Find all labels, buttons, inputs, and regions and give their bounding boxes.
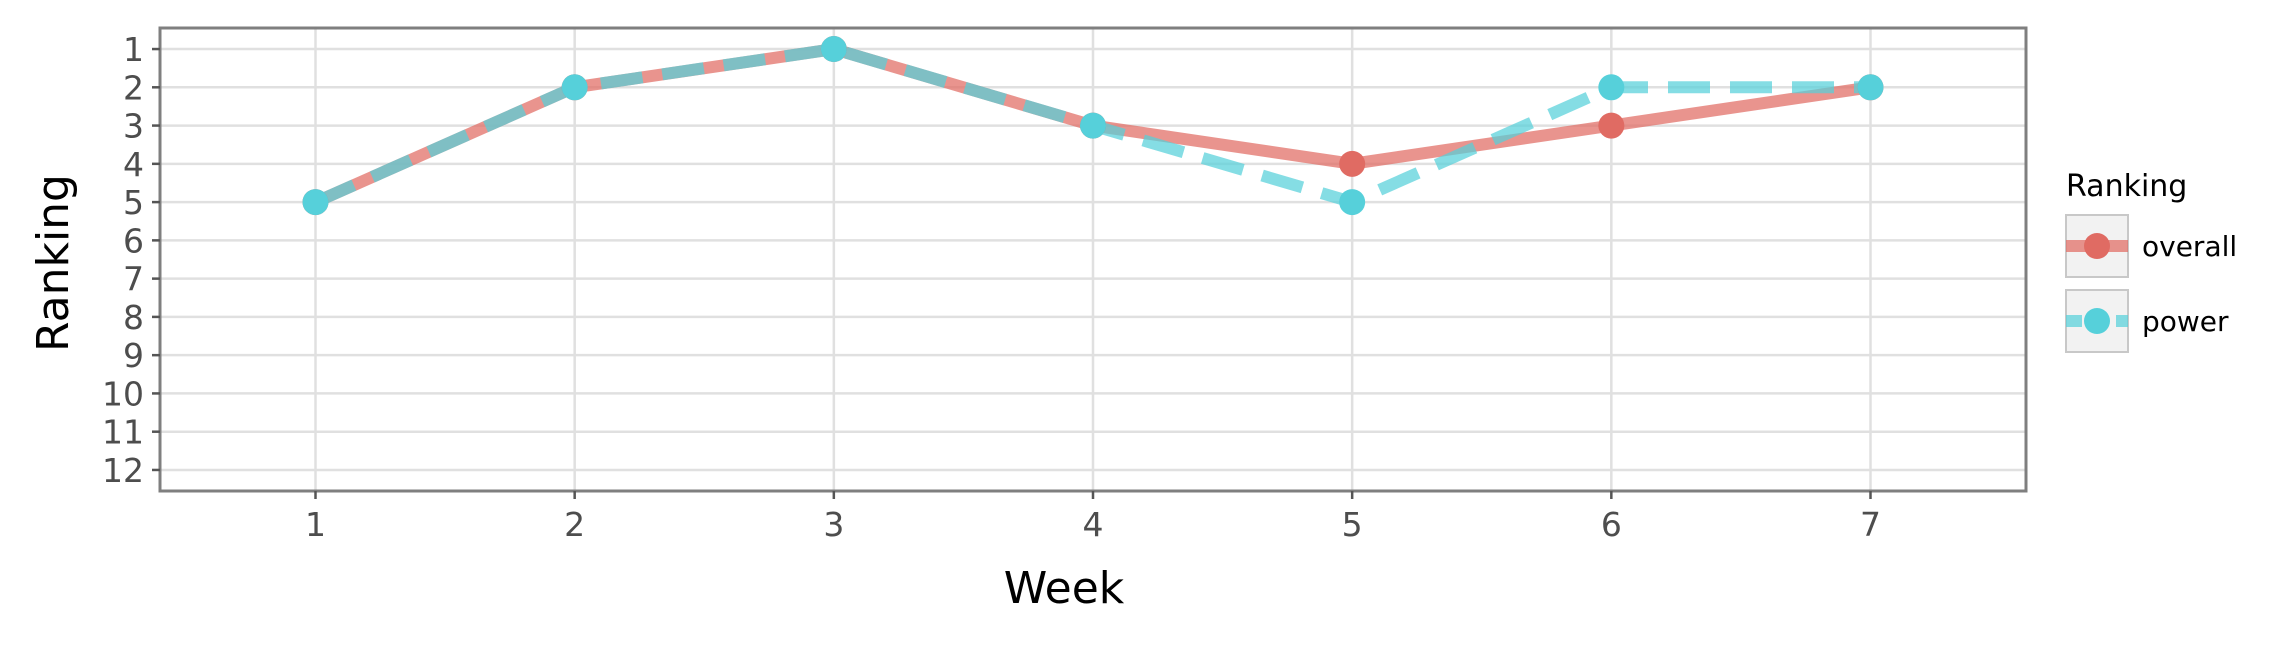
y-tick-label: 12: [102, 451, 144, 490]
legend-title: Ranking: [2066, 169, 2187, 204]
y-tick-label: 9: [123, 336, 144, 375]
y-tick-label: 1: [123, 30, 144, 69]
y-axis-title: Ranking: [28, 174, 79, 352]
legend-label-overall: overall: [2142, 230, 2237, 263]
x-axis: 1 2 3 4 5 6 7: [305, 491, 1881, 544]
y-tick-label: 7: [123, 260, 144, 299]
legend-point-overall: [2084, 233, 2110, 259]
data-point-power: [561, 74, 588, 101]
y-tick-label: 6: [123, 221, 144, 260]
y-tick-label: 3: [123, 107, 144, 146]
x-tick-label: 6: [1601, 505, 1622, 544]
x-tick-label: 5: [1342, 505, 1363, 544]
x-tick-label: 1: [305, 505, 326, 544]
x-tick-label: 4: [1083, 505, 1104, 544]
series-points: [302, 36, 1884, 216]
y-tick-label: 8: [123, 298, 144, 337]
y-tick-label: 10: [102, 374, 144, 413]
data-point-power: [1598, 74, 1625, 101]
data-point-power: [1857, 74, 1884, 101]
data-point-power: [302, 189, 329, 216]
y-tick-label: 5: [123, 183, 144, 222]
x-tick-label: 3: [823, 505, 844, 544]
x-tick-label: 2: [564, 505, 585, 544]
legend: Ranking overall power: [2065, 169, 2237, 353]
y-tick-label: 2: [123, 68, 144, 107]
data-point-power: [1339, 189, 1366, 216]
data-point-power: [820, 36, 847, 63]
x-axis-title: Week: [1004, 563, 1125, 614]
y-tick-label: 4: [123, 145, 144, 184]
data-point-overall: [1339, 150, 1366, 177]
legend-point-power: [2084, 308, 2110, 334]
data-point-overall: [1598, 112, 1625, 139]
x-tick-label: 7: [1860, 505, 1881, 544]
data-point-power: [1080, 112, 1106, 139]
legend-label-power: power: [2142, 305, 2229, 338]
y-tick-label: 11: [102, 413, 144, 452]
